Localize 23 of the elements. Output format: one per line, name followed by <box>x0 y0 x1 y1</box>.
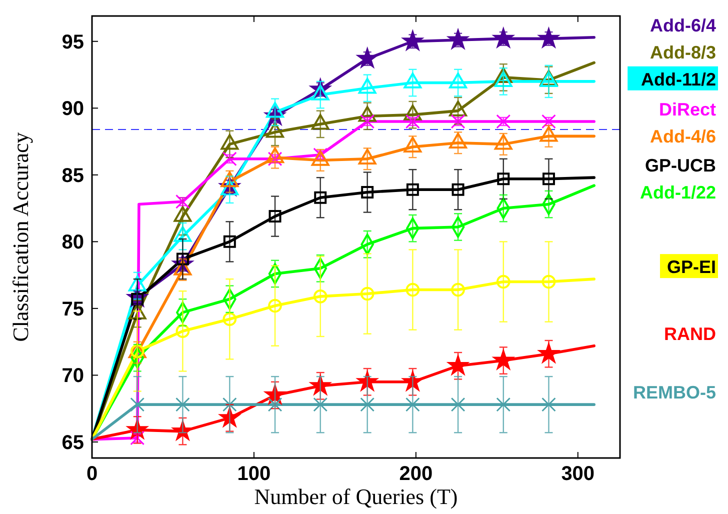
y-tick-label: 80 <box>62 232 84 254</box>
y-tick-label: 75 <box>62 298 84 320</box>
y-tick-label: 65 <box>62 432 84 454</box>
text: RAND <box>664 324 716 344</box>
y-tick-label: 90 <box>62 98 84 120</box>
text: REMBO-5 <box>632 382 716 403</box>
text: Add-1/22 <box>640 182 716 203</box>
text: Add-8/3 <box>650 42 716 62</box>
y-tick-label: 95 <box>62 31 84 54</box>
text: Add-4/6 <box>650 126 716 146</box>
x-tick-label: 300 <box>561 463 595 485</box>
text: DiRect <box>658 99 716 120</box>
text: GP-UCB <box>645 156 716 176</box>
x-axis-title: Number of Queries (T) <box>254 484 458 509</box>
text: GP-EI <box>666 257 716 278</box>
y-tick-label: 70 <box>62 365 84 388</box>
x-tick-label: 100 <box>237 463 271 485</box>
text: Add-11/2 <box>640 69 716 90</box>
x-tick-label: 200 <box>399 463 433 485</box>
x-tick-label: 0 <box>86 463 98 485</box>
y-axis-title: Classification Accuracy <box>8 132 33 342</box>
y-tick-label: 85 <box>62 164 84 187</box>
text: Add-6/4 <box>650 15 716 36</box>
